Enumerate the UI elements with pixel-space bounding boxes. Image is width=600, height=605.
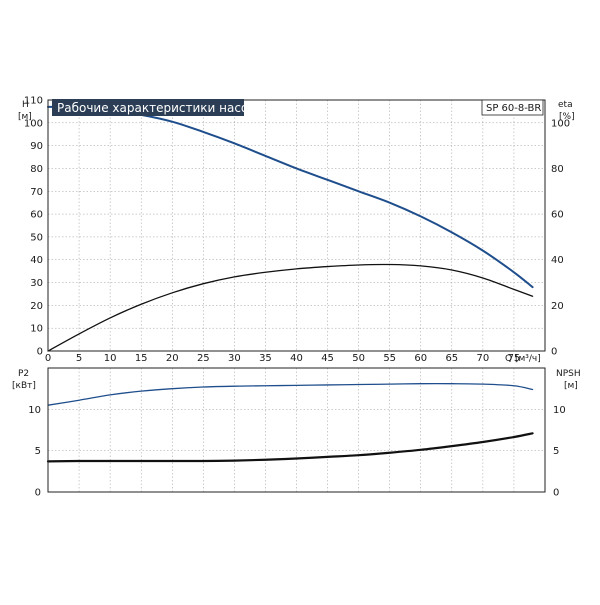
power-tick-label: 10: [28, 405, 41, 416]
npsh-tick-label: 10: [553, 405, 566, 416]
flow-tick-label: 10: [104, 353, 117, 364]
power-tick-label: 0: [35, 488, 41, 499]
head-tick-label: 0: [37, 347, 43, 358]
top-panel-series: [47, 105, 534, 352]
model-label: SP 60-8-BR: [486, 103, 541, 114]
eta-tick-label: 40: [551, 255, 564, 266]
npsh-axis-name: NPSH: [556, 369, 581, 379]
head-tick-label: 60: [30, 210, 43, 221]
power-tick-labels: 0 5 10: [28, 405, 41, 499]
flow-tick-label: 40: [290, 353, 303, 364]
power-axis-name: P2: [18, 369, 29, 379]
eta-tick-label: 60: [551, 210, 564, 221]
flow-tick-label: 65: [445, 353, 458, 364]
head-tick-label: 30: [30, 278, 43, 289]
power-p2-curve: [47, 383, 534, 406]
npsh-tick-labels: 0 5 10: [553, 405, 566, 499]
head-tick-label: 40: [30, 255, 43, 266]
head-tick-label: 110: [24, 96, 43, 107]
npsh-curve: [46, 432, 534, 463]
eta-tick-label: 80: [551, 164, 564, 175]
flow-tick-label: 25: [197, 353, 210, 364]
head-tick-labels: 0 10 20 30 40 50 60 70 80 90 100 110: [24, 96, 43, 358]
top-panel-grid: [48, 99, 545, 351]
eta-axis-unit: [%]: [559, 112, 575, 122]
flow-tick-label: 75: [508, 353, 521, 364]
flow-tick-label: 35: [259, 353, 272, 364]
head-tick-label: 70: [30, 187, 43, 198]
eta-axis-name: eta: [558, 100, 573, 110]
power-axis-unit: [кВт]: [12, 381, 36, 391]
head-tick-label: 90: [30, 141, 43, 152]
flow-tick-label: 0: [45, 353, 51, 364]
flow-tick-label: 50: [352, 353, 365, 364]
npsh-axis-unit: [м]: [564, 381, 578, 391]
npsh-tick-label: 5: [553, 446, 559, 457]
eta-tick-label: 20: [551, 301, 564, 312]
head-tick-label: 100: [24, 118, 43, 129]
head-tick-label: 50: [30, 232, 43, 243]
bottom-panel-grid: [48, 368, 545, 492]
head-tick-label: 20: [30, 301, 43, 312]
head-axis-unit: [м]: [18, 112, 32, 122]
flow-tick-label: 60: [414, 353, 427, 364]
flow-tick-label: 55: [383, 353, 396, 364]
flow-axis-label: Q [м³/ч]: [505, 354, 541, 364]
flow-tick-label: 15: [135, 353, 148, 364]
head-tick-label: 80: [30, 164, 43, 175]
npsh-tick-label: 0: [553, 488, 559, 499]
chart-title: Рабочие характеристики насоса: [57, 101, 262, 115]
eta-tick-labels: 0 20 40 60 80 100: [551, 118, 570, 357]
bottom-panel-series: [46, 383, 534, 463]
flow-tick-label: 45: [321, 353, 334, 364]
bottom-panel-frame: [47, 367, 546, 493]
eta-tick-label: 0: [551, 347, 557, 358]
top-panel-frame: [47, 99, 546, 352]
flow-tick-label: 70: [477, 353, 490, 364]
flow-tick-labels: 0 5 10 15 20 25 30 35 40 45 50 55 60 65 70 75: [45, 353, 520, 364]
flow-tick-label: 5: [76, 353, 82, 364]
chart-title-box: [52, 99, 244, 116]
flow-tick-label: 20: [166, 353, 179, 364]
head-tick-label: 10: [30, 324, 43, 335]
model-label-box: [481, 99, 544, 116]
eta-tick-label: 100: [551, 118, 570, 129]
flow-tick-label: 30: [228, 353, 241, 364]
head-curve: [47, 105, 534, 289]
efficiency-curve: [47, 263, 534, 352]
head-axis-name: H: [22, 100, 29, 110]
power-tick-label: 5: [35, 446, 41, 457]
